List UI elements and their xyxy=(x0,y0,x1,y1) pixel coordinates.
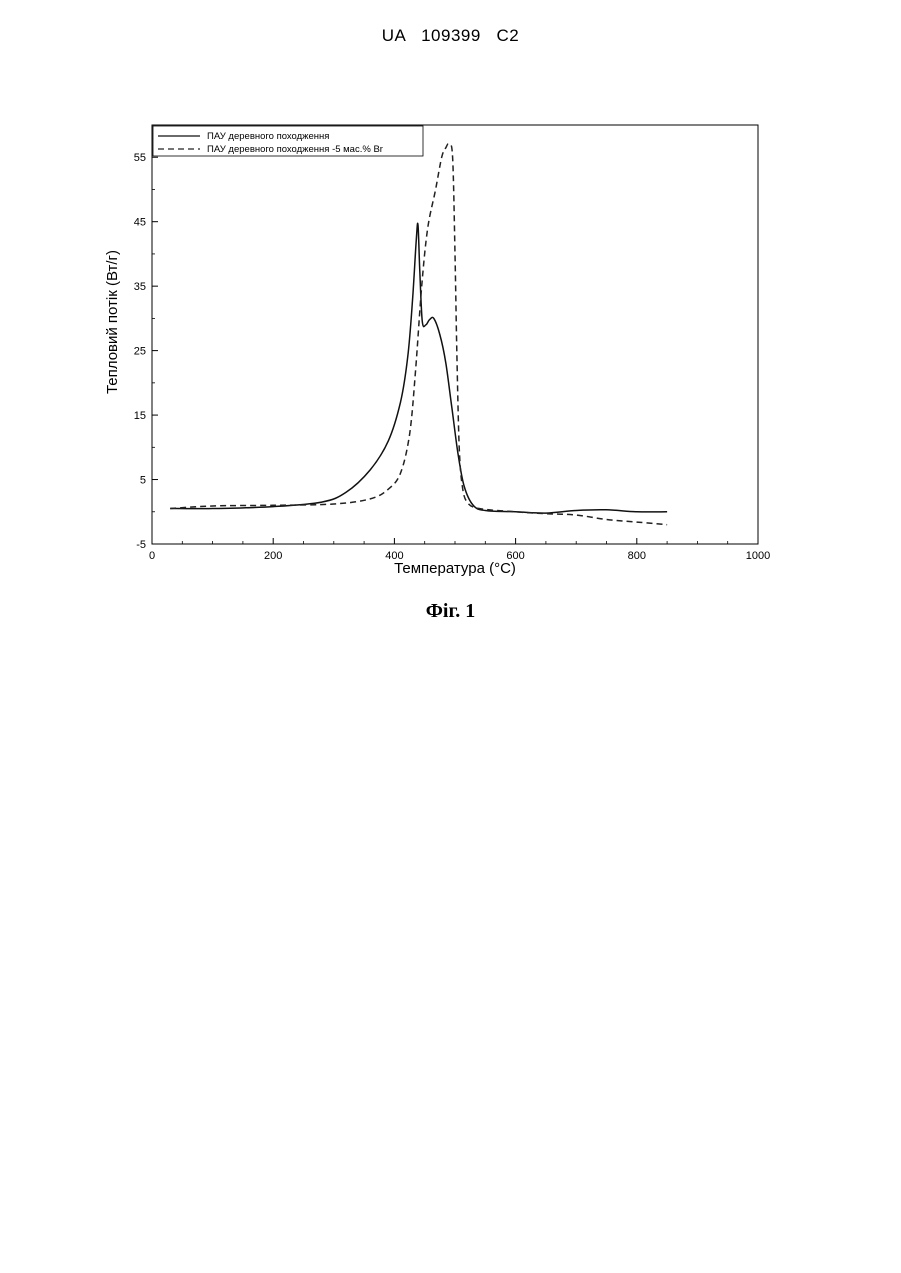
y-tick-label: 55 xyxy=(134,152,146,164)
legend-label-series-2: ПАУ деревного походження -5 мас.% Br xyxy=(207,144,383,155)
series-line-1 xyxy=(170,223,667,513)
y-axis-title: Тепловий потік (Вт/г) xyxy=(104,250,121,394)
y-tick-label: 45 xyxy=(134,217,146,229)
legend: ПАУ деревного походження ПАУ деревного п… xyxy=(153,126,423,156)
heat-flow-chart: 02004006008001000-551525354555 ПАУ дерев… xyxy=(0,0,901,600)
y-tick-label: 5 xyxy=(140,475,146,487)
x-tick-label: 800 xyxy=(628,550,646,562)
figure-caption: Фіг. 1 xyxy=(0,600,901,623)
x-tick-label: 0 xyxy=(149,550,155,562)
y-tick-label: 25 xyxy=(134,346,146,358)
x-tick-label: 1000 xyxy=(746,550,770,562)
series-line-2 xyxy=(170,144,667,525)
y-tick-label: 15 xyxy=(134,410,146,422)
y-tick-label: -5 xyxy=(136,539,146,551)
x-axis-title: Температура (°C) xyxy=(394,560,516,577)
x-tick-label: 200 xyxy=(264,550,282,562)
series-layer xyxy=(170,144,667,525)
y-tick-label: 35 xyxy=(134,281,146,293)
axis-ticks: 02004006008001000-551525354555 xyxy=(134,152,770,562)
legend-label-series-1: ПАУ деревного походження xyxy=(207,131,329,142)
plot-frame xyxy=(152,125,758,544)
